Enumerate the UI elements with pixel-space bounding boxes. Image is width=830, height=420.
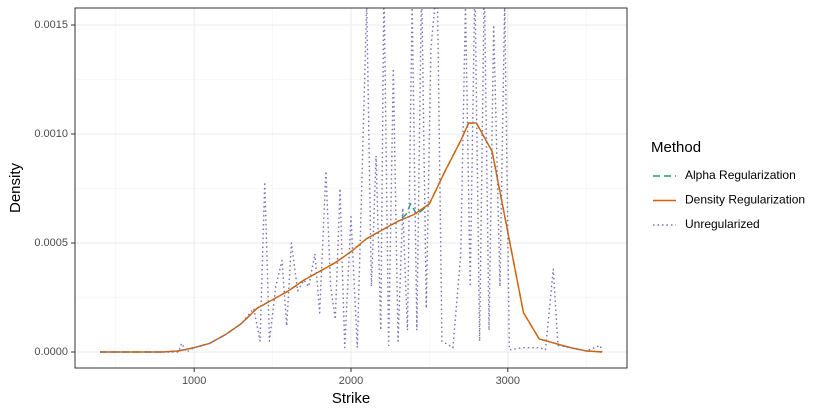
y-axis-label: Density: [7, 162, 24, 213]
y-tick-label: 0.0015: [34, 19, 68, 31]
legend-label: Unregularized: [685, 217, 760, 231]
series-line: [100, 8, 603, 353]
x-tick-label: 3000: [496, 375, 520, 387]
x-axis-label: Strike: [332, 390, 370, 407]
legend-title: Method: [651, 139, 701, 156]
x-tick-label: 2000: [339, 375, 363, 387]
legend-label: Alpha Regularization: [685, 168, 796, 182]
y-tick-label: 0.0005: [34, 237, 68, 249]
y-tick-label: 0.0000: [34, 346, 68, 358]
x-tick-label: 1000: [182, 375, 206, 387]
legend-label: Density Regularization: [685, 193, 805, 207]
y-tick-label: 0.0010: [34, 128, 68, 140]
